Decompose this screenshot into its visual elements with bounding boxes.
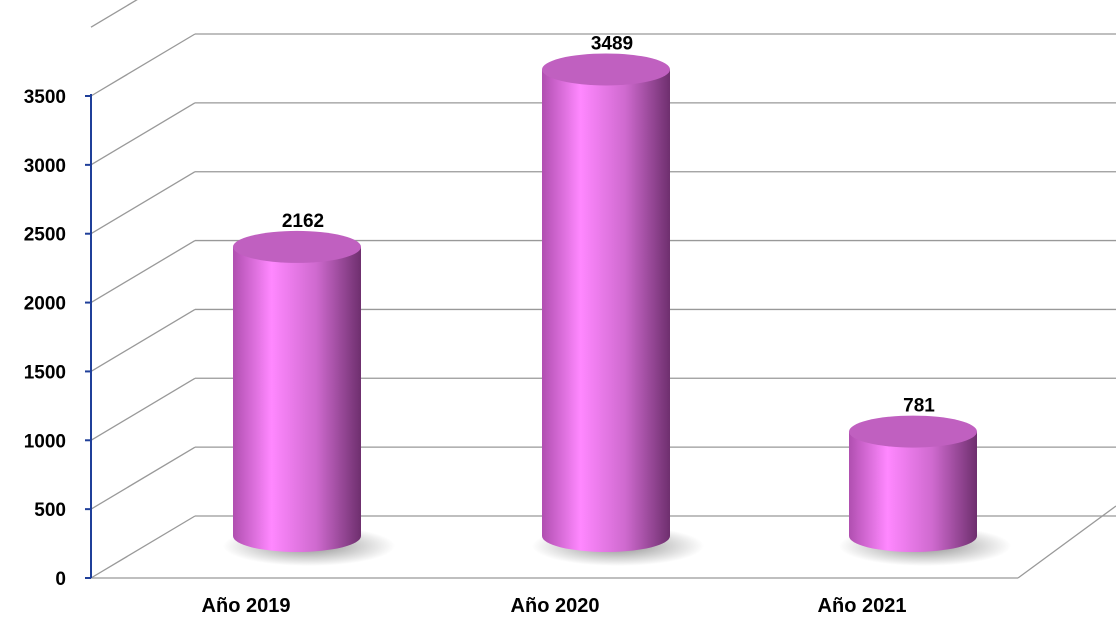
data-label: 3489 — [591, 33, 633, 54]
bar-cylinder-top — [233, 230, 361, 263]
bar-cylinder-top — [849, 415, 977, 448]
data-label: 781 — [903, 396, 935, 417]
y-tick-label: 3000 — [24, 156, 66, 177]
side-gridline — [90, 308, 196, 372]
side-gridline — [90, 515, 196, 579]
y-tick-label: 500 — [34, 500, 66, 521]
y-tick-label: 3500 — [24, 87, 66, 108]
bar-cylinder-top — [542, 53, 670, 86]
bars — [223, 53, 1011, 566]
x-category-label: Año 2019 — [202, 595, 291, 617]
side-gridline — [90, 240, 196, 304]
bar-cylinder-body — [542, 69, 670, 552]
side-gridline — [90, 33, 196, 97]
bar-cylinder-body — [849, 431, 977, 552]
x-category-label: Año 2021 — [818, 595, 907, 617]
y-tick-label: 2500 — [24, 225, 66, 246]
side-gridline — [90, 0, 138, 28]
side-gridline — [90, 446, 196, 510]
x-category-label: Año 2020 — [511, 595, 600, 617]
bar-cylinder-body — [233, 246, 361, 552]
y-tick-label: 2000 — [24, 294, 66, 315]
floor-edge — [1017, 505, 1116, 579]
y-axis — [85, 94, 92, 579]
labels: 0 500 1000 1500 2000 2500 3000 3500 2162 Año 2019… — [24, 33, 936, 617]
y-tick-label: 0 — [55, 569, 66, 590]
side-gridline — [90, 377, 196, 441]
data-label: 2162 — [282, 211, 324, 232]
side-gridline — [90, 102, 196, 166]
y-tick-label: 1500 — [24, 362, 66, 383]
y-tick-label: 1000 — [24, 431, 66, 452]
side-gridline — [90, 171, 196, 235]
